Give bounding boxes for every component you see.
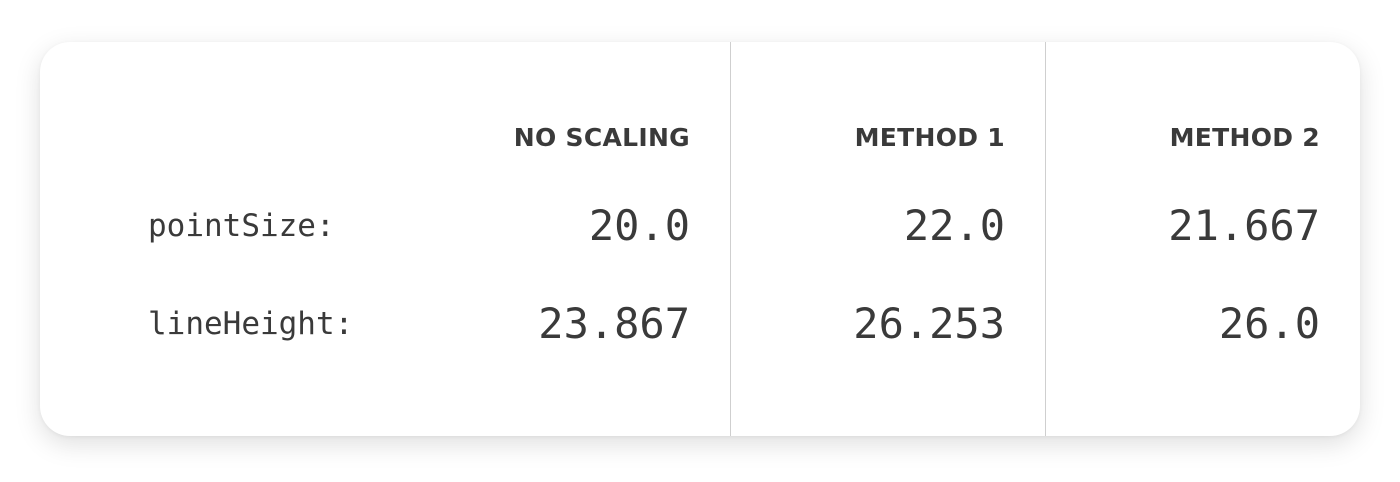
- table-cell: 20.0: [588, 201, 690, 250]
- column-header-method-1: METHOD 1: [854, 123, 1005, 152]
- column-header-method-2: METHOD 2: [1169, 123, 1320, 152]
- row-label-point-size: pointSize:: [148, 208, 335, 244]
- table-cell: 23.867: [538, 299, 690, 348]
- comparison-table-card: NO SCALING METHOD 1 METHOD 2 pointSize: …: [40, 42, 1360, 436]
- row-label-line-height: lineHeight:: [148, 306, 354, 342]
- column-divider: [1045, 42, 1046, 436]
- table-cell: 26.0: [1218, 299, 1320, 348]
- column-header-no-scaling: NO SCALING: [513, 123, 690, 152]
- column-divider: [730, 42, 731, 436]
- table-cell: 21.667: [1168, 201, 1320, 250]
- table-cell: 26.253: [853, 299, 1005, 348]
- table-cell: 22.0: [903, 201, 1005, 250]
